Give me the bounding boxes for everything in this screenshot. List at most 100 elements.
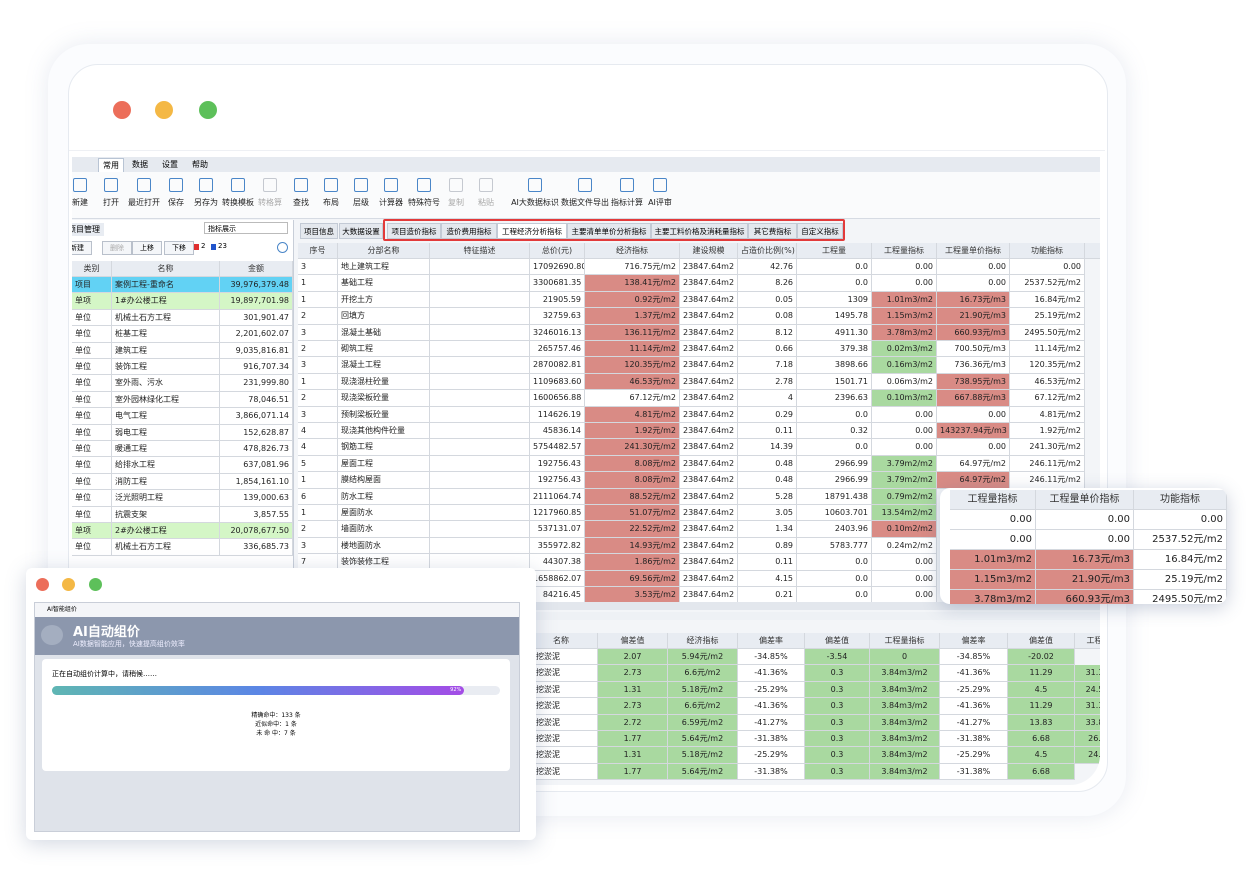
table-cell: 1#办公楼工程	[112, 293, 220, 310]
toolbar-button[interactable]: 特殊符号	[408, 198, 440, 207]
toolbar-button[interactable]: 最近打开	[128, 198, 160, 207]
table-cell: 现浇其他构件砼量	[338, 423, 430, 440]
tab[interactable]: 项目造价指标	[387, 223, 441, 239]
menu-tab[interactable]: 帮助	[192, 160, 208, 169]
table-cell: 11.29	[1008, 698, 1075, 715]
status-text: 正在自动组价计算中，请稍候……	[52, 670, 157, 678]
table-cell: 2.07	[598, 649, 668, 666]
toolbar-button[interactable]: 新建	[72, 198, 88, 207]
panel-button[interactable]: 上移	[132, 241, 162, 255]
tab[interactable]: 项目信息	[300, 223, 338, 239]
table-cell: 6.68	[1008, 763, 1075, 781]
toolbar-icon	[479, 178, 493, 192]
menu-tab[interactable]: 数据	[132, 160, 148, 169]
table-cell: 4.15	[738, 570, 797, 587]
tab[interactable]: 主要清单单价分析指标	[567, 223, 651, 239]
table-cell: 0.0	[797, 439, 872, 456]
table-cell	[430, 390, 530, 407]
toolbar-icon	[528, 178, 542, 192]
table-cell: 64.97元/m2	[937, 455, 1010, 473]
table-cell: 0.21	[738, 587, 797, 604]
toolbar-button[interactable]: 指标计算	[611, 198, 643, 207]
tab[interactable]: 大数据设置	[339, 223, 383, 239]
toolbar-button[interactable]: 保存	[168, 198, 184, 207]
column-header: 功	[1085, 242, 1100, 259]
table-cell: 265757.46	[530, 341, 585, 358]
table-cell: 墙面防水	[338, 521, 430, 538]
table-cell: 3.84m3/m2	[870, 698, 940, 715]
table-cell: 8.08元/m2	[585, 455, 680, 473]
table-cell: 0.89	[738, 537, 797, 555]
table-cell: 0.05	[738, 291, 797, 309]
toolbar-button[interactable]: 粘贴	[478, 198, 494, 207]
table-cell: 0.00	[872, 423, 937, 440]
column-header: 偏差值	[805, 632, 870, 649]
table-cell: 0.0	[797, 570, 872, 587]
panel-button[interactable]: 新建	[72, 241, 92, 255]
table-cell: 84216.45	[530, 587, 585, 604]
toolbar	[72, 172, 1100, 219]
table-cell: 室外雨、污水	[112, 375, 220, 392]
table-cell: 0.00	[937, 259, 1010, 276]
table-cell: 钢筋工程	[338, 439, 430, 456]
table-cell: 20,078,677.50	[220, 523, 293, 540]
toolbar-button[interactable]: AI大数据标识	[511, 198, 559, 207]
tab[interactable]: 其它费指标	[748, 223, 797, 239]
table-cell: 6.68	[1008, 731, 1075, 748]
table-cell: 4	[298, 439, 338, 456]
table-cell: 3,857.55	[220, 506, 293, 523]
table-cell: 67.12元/m2	[585, 390, 680, 407]
toolbar-button[interactable]: 复制	[448, 198, 464, 207]
toolbar-button[interactable]: 层级	[353, 198, 369, 207]
table-cell: 开挖土方	[338, 291, 430, 309]
table-cell: 0.92元/m2	[585, 291, 680, 309]
table-cell: 室外园林绿化工程	[112, 391, 220, 409]
toolbar-icon	[449, 178, 463, 192]
scrollbar	[298, 602, 1100, 610]
table-cell: 44307.38	[530, 554, 585, 571]
view-select[interactable]: 指标展示	[204, 222, 288, 234]
toolbar-button[interactable]: 转换模板	[222, 198, 254, 207]
toolbar-button[interactable]: 另存为	[194, 198, 218, 207]
menu-tab[interactable]: 常用	[98, 158, 124, 173]
tab[interactable]: 工程经济分析指标	[497, 223, 567, 239]
dot-red	[36, 578, 49, 591]
table-cell: 1.92元/m2	[585, 423, 680, 440]
column-header: 工程量单价指标	[937, 242, 1010, 259]
table-cell: 6.6元/m2	[668, 665, 738, 682]
table-cell: 23847.64m2	[680, 275, 738, 292]
table-cell: 3	[298, 537, 338, 555]
tab[interactable]: 自定义指标	[797, 223, 843, 239]
table-cell: 地上建筑工程	[338, 259, 430, 276]
panel-button[interactable]: 下移	[164, 241, 194, 255]
table-cell: 21.90元/m3	[937, 308, 1010, 325]
table-cell: 2111064.74	[530, 488, 585, 505]
table-cell: 24.5	[1075, 681, 1100, 699]
table-cell: 6	[298, 488, 338, 505]
toolbar-icon	[73, 178, 87, 192]
toolbar-button[interactable]: 数据文件导出	[561, 198, 609, 207]
toolbar-button[interactable]: AI评审	[648, 198, 672, 207]
table-cell: 1.37元/m2	[585, 308, 680, 325]
progress-bar	[52, 686, 465, 695]
table-cell: -31.38%	[738, 731, 805, 748]
menu-tab[interactable]: 设置	[162, 160, 178, 169]
toolbar-button[interactable]: 查找	[293, 198, 309, 207]
table-cell: 51.07元/m2	[585, 505, 680, 522]
tab[interactable]: 造价费用指标	[441, 223, 497, 239]
toolbar-button[interactable]: 计算器	[379, 198, 403, 207]
toolbar-button[interactable]: 转格算	[258, 198, 282, 207]
table-cell: 0.0	[797, 587, 872, 604]
table-cell	[430, 439, 530, 456]
toolbar-button[interactable]: 打开	[103, 198, 119, 207]
table-cell: -25.29%	[940, 747, 1008, 764]
panel-button[interactable]: 删除	[102, 241, 132, 255]
table-cell	[430, 341, 530, 358]
tab[interactable]: 主要工料价格及消耗量指标	[651, 223, 748, 239]
toolbar-button[interactable]: 布局	[323, 198, 339, 207]
table-cell: 1,854,161.10	[220, 473, 293, 491]
table-cell: 1109683.60	[530, 373, 585, 391]
table-cell: 开挖淤泥	[525, 714, 598, 731]
table-cell: 64.97元/m2	[937, 472, 1010, 489]
table-cell: 1309	[797, 291, 872, 309]
